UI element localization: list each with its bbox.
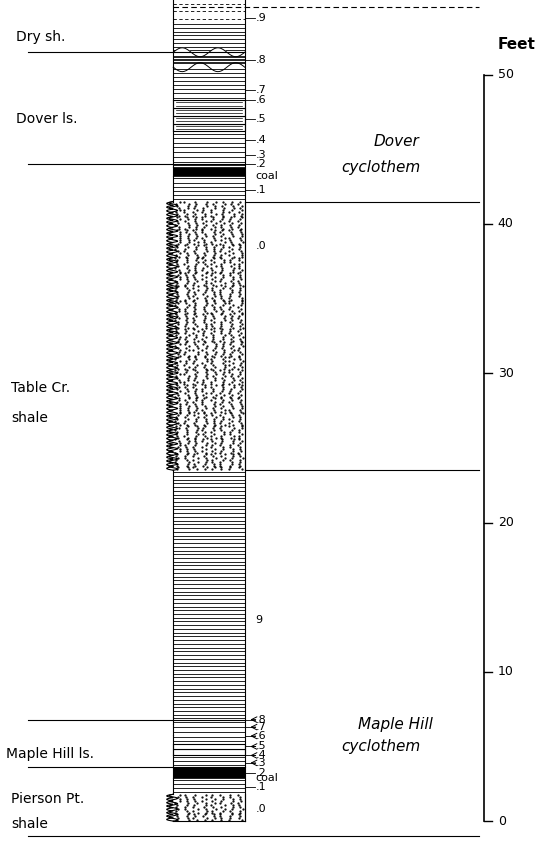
Text: .4: .4: [256, 135, 267, 146]
Text: .0: .0: [256, 242, 266, 251]
Text: Feet: Feet: [498, 37, 536, 52]
Bar: [173, 100, 245, 108]
Text: shale: shale: [11, 817, 48, 831]
Text: 20: 20: [498, 516, 514, 529]
Text: .0: .0: [256, 804, 266, 814]
Text: .6: .6: [256, 731, 266, 741]
Text: .5: .5: [256, 114, 266, 124]
Text: .4: .4: [256, 751, 267, 761]
Text: .8: .8: [256, 715, 267, 724]
Text: .1: .1: [256, 185, 266, 195]
Text: shale: shale: [11, 411, 48, 425]
Text: 40: 40: [498, 218, 514, 231]
Bar: [173, 123, 245, 131]
Text: .2: .2: [256, 159, 267, 169]
Text: .3: .3: [256, 151, 266, 160]
Text: cyclothem: cyclothem: [341, 160, 420, 174]
Bar: [173, 750, 245, 756]
Text: Dover ls.: Dover ls.: [16, 112, 78, 127]
Bar: [173, 108, 245, 116]
Text: coal: coal: [256, 171, 279, 181]
Bar: [173, 768, 245, 778]
Text: .1: .1: [256, 782, 266, 791]
Text: .9: .9: [256, 13, 267, 23]
Text: 30: 30: [498, 367, 514, 380]
Text: .7: .7: [256, 722, 267, 732]
Text: 10: 10: [498, 665, 514, 678]
Text: .2: .2: [256, 768, 267, 779]
Bar: [173, 744, 245, 750]
Text: Maple Hill ls.: Maple Hill ls.: [6, 747, 94, 761]
Text: coal: coal: [256, 773, 279, 783]
Bar: [173, 116, 245, 123]
Text: .3: .3: [256, 758, 266, 768]
Text: 9: 9: [256, 614, 263, 625]
Text: Maple Hill: Maple Hill: [358, 717, 432, 732]
Text: Dry sh.: Dry sh.: [16, 31, 66, 44]
Text: 50: 50: [498, 68, 514, 81]
Text: .8: .8: [256, 54, 267, 65]
Text: .7: .7: [256, 84, 267, 94]
Text: Table Cr.: Table Cr.: [11, 381, 70, 395]
Text: .5: .5: [256, 741, 266, 751]
Text: cyclothem: cyclothem: [341, 739, 420, 754]
Text: Dover: Dover: [374, 134, 420, 149]
Bar: [173, 167, 245, 176]
Text: .6: .6: [256, 95, 266, 105]
Text: 0: 0: [498, 814, 506, 828]
Text: Pierson Pt.: Pierson Pt.: [11, 791, 84, 806]
